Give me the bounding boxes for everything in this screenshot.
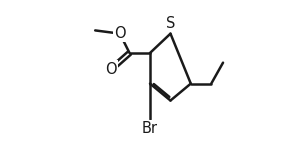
Text: S: S (166, 16, 175, 31)
Text: O: O (106, 62, 117, 77)
Text: O: O (114, 26, 126, 41)
Text: Br: Br (142, 121, 158, 136)
